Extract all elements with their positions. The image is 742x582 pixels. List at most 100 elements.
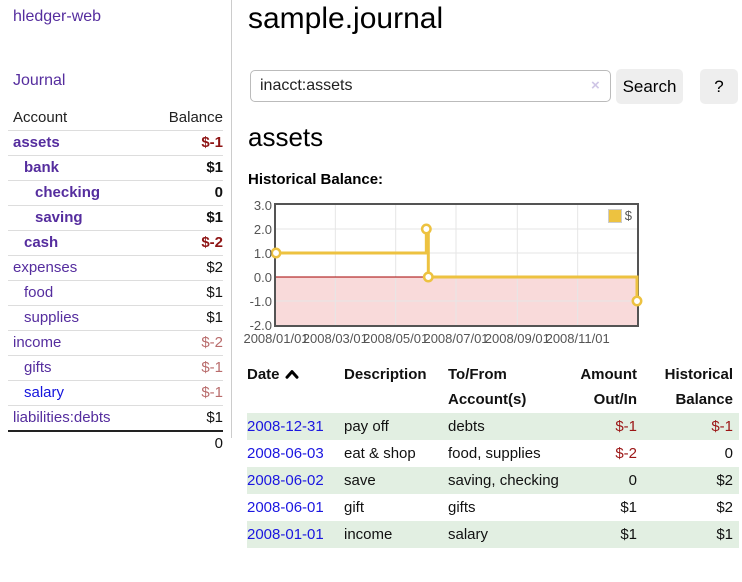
sidebar-account-row: saving $1: [8, 205, 223, 231]
register-account-heading: assets: [248, 122, 324, 152]
account-link[interactable]: saving: [35, 209, 83, 226]
search-input[interactable]: [250, 70, 611, 102]
page-title: sample.journal: [248, 2, 444, 35]
chart-canvas: [270, 205, 643, 325]
y-axis-label: -1.0: [249, 294, 272, 309]
register-description-cell: save: [344, 472, 376, 489]
register-row: 2008-06-03 eat & shop food, supplies $-2 0: [247, 440, 739, 467]
account-link[interactable]: liabilities:debts: [13, 409, 111, 426]
account-link[interactable]: gifts: [24, 359, 52, 376]
app-brand-link[interactable]: hledger-web: [13, 8, 102, 25]
search-form: × Search ?: [248, 69, 742, 104]
data-point-marker: [422, 271, 434, 283]
register-row: 2008-01-01 income salary $1 $1: [247, 521, 739, 548]
register-header-description: Description: [344, 366, 427, 383]
register-date-cell: 2008-01-01: [247, 521, 344, 548]
account-balance: $2: [148, 255, 223, 281]
main-content: sample.journal × Search ? assets Histori…: [243, 0, 742, 582]
accounts-table: Account Balance assets $-1 bank $1 checking 0…: [8, 106, 223, 456]
register-description-cell: eat & shop: [344, 445, 416, 462]
y-axis-label: -2.0: [249, 318, 272, 333]
register-accounts-cell: gifts: [448, 499, 476, 516]
x-axis-label: 2008/09/01: [484, 331, 550, 346]
account-link[interactable]: bank: [24, 159, 60, 176]
account-link[interactable]: salary: [24, 384, 65, 401]
register-date-link[interactable]: 2008-06-01: [247, 499, 324, 516]
accounts-total-row: 0: [8, 430, 223, 456]
register-date-cell: 2008-06-02: [247, 467, 344, 494]
register-amount-cell: $1: [620, 499, 637, 516]
register-date-cell: 2008-06-03: [247, 440, 344, 467]
register-amount-cell: $-2: [615, 445, 637, 462]
register-date-cell: 2008-06-01: [247, 494, 344, 521]
sidebar-account-row: expenses $2: [8, 255, 223, 281]
register-table-body: 2008-12-31 pay off debts $-1 $-1 2008-06-03 ea…: [247, 413, 739, 548]
account-link[interactable]: income: [13, 334, 62, 351]
account-balance: $-2: [148, 330, 223, 356]
register-table: Date Description To/From Account(s) Amou…: [247, 361, 739, 548]
register-amount-cell: 0: [628, 472, 637, 489]
register-description-cell: pay off: [344, 418, 389, 435]
register-accounts-cell: food, supplies: [448, 445, 541, 462]
register-header-row: Date Description To/From Account(s) Amou…: [247, 361, 739, 413]
account-link[interactable]: expenses: [13, 259, 78, 276]
register-amount-cell: $1: [620, 526, 637, 543]
y-axis-label: 1.0: [253, 246, 272, 261]
account-balance: $-1: [148, 380, 223, 406]
register-amount-cell: $-1: [615, 418, 637, 435]
register-header-accounts: To/From Account(s): [448, 366, 527, 408]
account-link[interactable]: assets: [13, 134, 60, 151]
account-balance: $-1: [148, 130, 223, 156]
account-balance: 0: [148, 180, 223, 206]
register-accounts-cell: salary: [448, 526, 489, 543]
account-balance: $1: [148, 155, 223, 181]
register-balance-cell: $2: [716, 472, 733, 489]
x-axis-label: 2008/03/01: [302, 331, 368, 346]
help-button[interactable]: ?: [700, 69, 738, 104]
sort-ascending-icon: [285, 370, 299, 379]
register-row: 2008-06-02 save saving, checking 0 $2: [247, 467, 739, 494]
account-link[interactable]: food: [24, 284, 54, 301]
register-date-link[interactable]: 2008-12-31: [247, 418, 324, 435]
register-balance-cell: $-1: [711, 418, 733, 435]
sidebar: hledger-web Journal Account Balance asse…: [0, 0, 232, 456]
register-balance-cell: 0: [724, 445, 733, 462]
accounts-header-balance: Balance: [168, 109, 223, 126]
register-row: 2008-12-31 pay off debts $-1 $-1: [247, 413, 739, 440]
register-date-link[interactable]: 2008-06-03: [247, 445, 324, 462]
legend-series-label: $: [624, 208, 632, 223]
account-balance: $1: [148, 305, 223, 331]
register-header-date[interactable]: Date: [247, 361, 344, 413]
accounts-total-spacer: [8, 430, 149, 456]
account-balance: $1: [148, 405, 223, 431]
x-axis-label: 2008/05/01: [363, 331, 429, 346]
account-link[interactable]: checking: [35, 184, 101, 201]
account-balance: $1: [148, 280, 223, 306]
y-axis-label: 3.0: [253, 198, 272, 213]
sidebar-account-row: supplies $1: [8, 305, 223, 331]
register-date-link[interactable]: 2008-06-02: [247, 472, 324, 489]
y-axis-label: 2.0: [253, 222, 272, 237]
account-link[interactable]: cash: [24, 234, 59, 251]
x-axis-label: 2008/07/01: [423, 331, 489, 346]
account-balance: $-2: [148, 230, 223, 256]
accounts-table-body: assets $-1 bank $1 checking 0 saving $1 cash $-2 e…: [8, 130, 223, 431]
register-date-cell: 2008-12-31: [247, 413, 344, 440]
sidebar-item-journal[interactable]: Journal: [13, 72, 66, 89]
sidebar-account-row: food $1: [8, 280, 223, 306]
search-button[interactable]: Search: [616, 69, 683, 104]
register-header-balance: Historical Balance: [664, 366, 733, 408]
sidebar-account-row: checking 0: [8, 180, 223, 206]
register-balance-cell: $2: [716, 499, 733, 516]
legend-swatch-icon: [607, 208, 622, 223]
register-description-cell: income: [344, 526, 393, 543]
accounts-header-account: Account: [13, 109, 68, 126]
chart-plot-area[interactable]: $: [270, 203, 643, 327]
clear-search-icon[interactable]: ×: [591, 77, 600, 94]
register-date-link[interactable]: 2008-01-01: [247, 526, 324, 543]
account-link[interactable]: supplies: [24, 309, 80, 326]
chart-legend: $: [605, 207, 634, 224]
y-axis-label: 0.0: [253, 270, 272, 285]
register-accounts-cell: saving, checking: [448, 472, 559, 489]
balance-chart: $ 3.0 2.0 1.0 0.0 -1.0 -2.0 2008/01/01 2008/03/…: [243, 199, 742, 346]
